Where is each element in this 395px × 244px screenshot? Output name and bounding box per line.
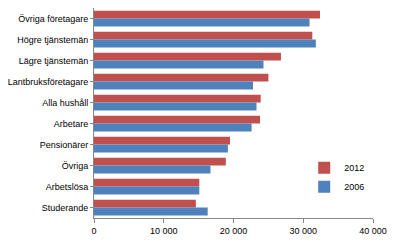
svg-text:10 000: 10 000 [150,226,178,236]
svg-text:Pensionärer: Pensionärer [40,140,89,150]
svg-text:2006: 2006 [344,182,364,192]
svg-text:Lägre tjänstemän: Lägre tjänstemän [19,56,89,66]
svg-text:Studerande: Studerande [42,203,89,213]
svg-text:Alla hushåll: Alla hushåll [42,98,88,108]
svg-text:Högre tjänstemän: Högre tjänstemän [17,35,88,45]
svg-text:Lantbruksföretagare: Lantbruksföretagare [8,77,89,87]
svg-text:0: 0 [91,226,96,236]
svg-text:Övriga företagare: Övriga företagare [18,14,88,24]
svg-text:30 000: 30 000 [289,226,317,236]
svg-text:40 000: 40 000 [359,226,387,236]
svg-text:Övriga: Övriga [62,161,89,171]
svg-text:20 000: 20 000 [220,226,248,236]
svg-text:Arbetare: Arbetare [54,119,89,129]
svg-text:2012: 2012 [344,163,364,173]
svg-text:Arbetslösa: Arbetslösa [46,182,89,192]
